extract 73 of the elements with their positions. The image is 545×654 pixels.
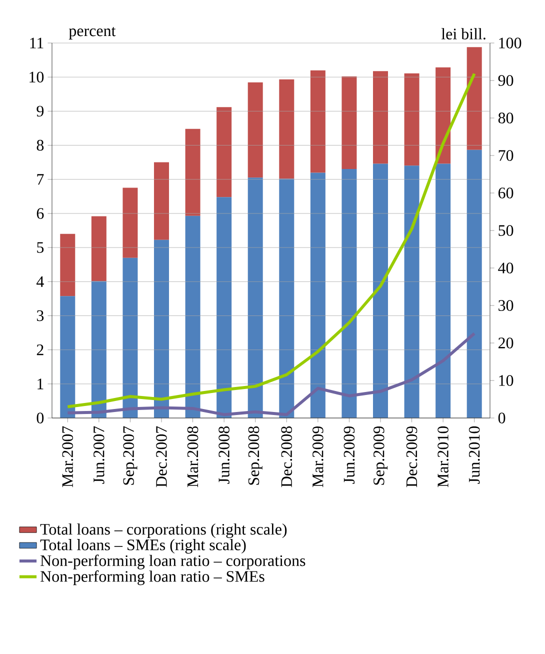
x-tick-label: Mar.2009 — [312, 426, 324, 488]
line-series — [66, 332, 476, 416]
x-tick-label: Jun.2009 — [344, 426, 355, 484]
x-tick-label: Dec.2007 — [156, 426, 167, 488]
bar — [185, 216, 200, 418]
bar — [436, 164, 451, 418]
y2-tick-label: 50 — [498, 225, 514, 236]
bar — [248, 178, 263, 418]
y2-tick-label: 30 — [498, 300, 514, 311]
bar — [154, 240, 169, 418]
legend-label: Total loans – corporations (right scale) — [40, 523, 287, 538]
bar — [342, 76, 357, 169]
y-tick-label: 11 — [30, 38, 44, 48]
bar — [373, 71, 388, 164]
x-tick-label: Sep.2008 — [248, 426, 262, 485]
x-tick-label: Dec.2009 — [406, 426, 418, 488]
x-tick-label: Mar.2008 — [187, 426, 198, 488]
bar — [279, 178, 294, 418]
y2-tick-label: 60 — [498, 188, 514, 198]
y2-tick-label: 10 — [499, 375, 514, 386]
bar — [436, 67, 451, 164]
y-tick-label: 5 — [37, 242, 44, 253]
x-tick-label: Jun.2008 — [218, 426, 230, 484]
bar — [91, 281, 106, 418]
x-tick-label: Jun.2010 — [468, 426, 480, 484]
bar — [122, 188, 138, 258]
y-tick-label: 6 — [36, 208, 44, 219]
bar — [91, 216, 106, 282]
x-tick-label: Mar.2010 — [438, 426, 448, 488]
y2-tick-label: 90 — [498, 75, 514, 86]
bar — [279, 79, 294, 179]
y-tick-label: 9 — [36, 106, 44, 117]
x-tick-label: Dec.2008 — [281, 426, 292, 488]
y2-axis-title: lei bill. — [441, 28, 486, 40]
y-axis-title: percent — [68, 27, 116, 40]
bar — [216, 197, 232, 418]
legend-label: Total loans – SMEs (right scale) — [40, 539, 246, 554]
bar — [60, 234, 76, 296]
bar — [404, 73, 420, 166]
x-tick-label: Jun.2007 — [94, 426, 104, 484]
y-tick-label: 1 — [38, 378, 44, 390]
y-tick-label: 8 — [36, 140, 44, 151]
bar — [373, 164, 388, 418]
y-tick-label: 4 — [36, 276, 44, 287]
bar — [185, 128, 200, 216]
y2-tick-label: 100 — [499, 38, 522, 48]
y-tick-label: 10 — [30, 72, 44, 82]
bar — [122, 258, 138, 418]
bar — [154, 162, 169, 240]
bar — [216, 107, 232, 198]
bar — [466, 47, 482, 150]
bar — [404, 166, 420, 418]
x-tick-label: Mar.2007 — [62, 426, 74, 488]
line-series — [66, 72, 476, 408]
bar — [310, 172, 326, 418]
x-tick-label: Sep.2007 — [123, 426, 138, 485]
bar — [342, 169, 357, 418]
bar — [466, 150, 482, 418]
y2-tick-label: 0 — [498, 412, 506, 424]
y2-tick-label: 20 — [498, 338, 514, 348]
bar — [310, 70, 326, 173]
bar — [248, 82, 263, 178]
y-tick-label: 7 — [37, 174, 44, 185]
y2-tick-label: 70 — [498, 150, 514, 161]
y-tick-label: 2 — [36, 344, 44, 356]
y-tick-label: 0 — [36, 412, 44, 424]
y-tick-label: 3 — [36, 310, 44, 322]
legend-label: Non-performing loan ratio – corporations — [40, 554, 306, 570]
bar — [60, 296, 76, 418]
legend-label: Non-performing loan ratio – SMEs — [40, 570, 264, 586]
y2-tick-label: 40 — [498, 262, 514, 274]
y2-tick-label: 80 — [498, 112, 514, 124]
x-tick-label: Sep.2009 — [373, 426, 388, 485]
